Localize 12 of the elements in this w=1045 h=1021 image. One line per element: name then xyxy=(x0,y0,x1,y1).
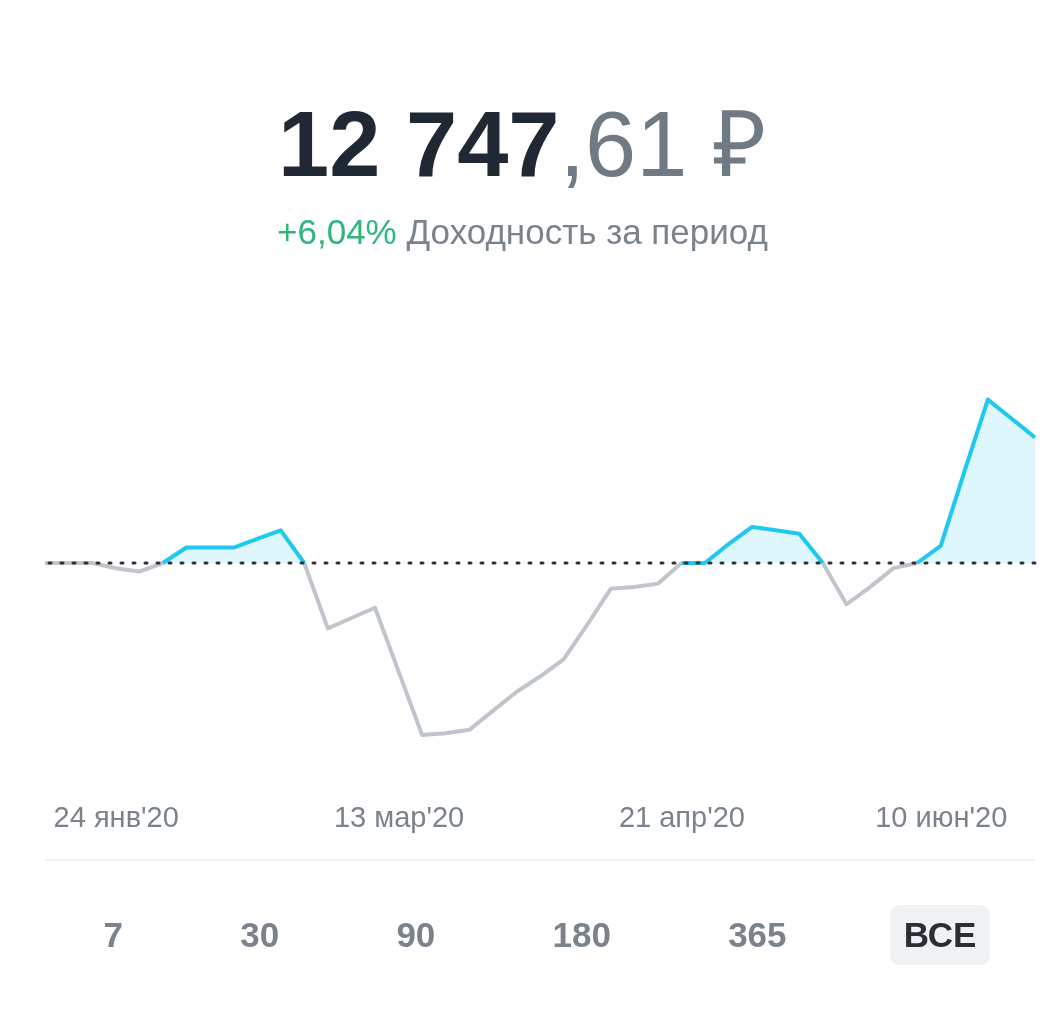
x-tick-label: 21 апр'20 xyxy=(618,800,745,833)
text: ВСЕ xyxy=(889,905,991,965)
x-tick-label: 10 июн'20 xyxy=(875,800,1008,833)
text: 180 xyxy=(551,914,612,956)
text: 7 xyxy=(102,914,125,956)
x-tick-label: 24 янв'20 xyxy=(53,800,179,833)
chart-title: 12 747,61 ₽ xyxy=(278,93,767,195)
text: 90 xyxy=(395,914,437,956)
text: 365 xyxy=(727,914,788,956)
text: 30 xyxy=(239,914,281,956)
chart-subtitle: +6,04% Доходность за период xyxy=(276,212,769,252)
x-tick-label: 13 мар'20 xyxy=(333,800,465,833)
